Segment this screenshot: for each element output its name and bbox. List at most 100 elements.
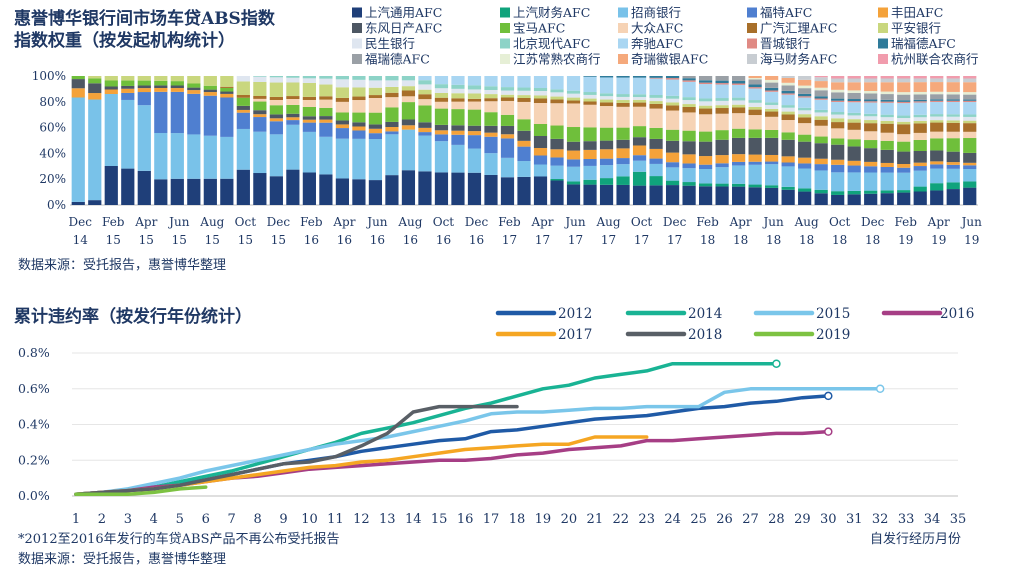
- bar-segment: [550, 92, 564, 97]
- legend-label: 晋城银行: [760, 36, 810, 51]
- bar-segment: [765, 161, 779, 165]
- bar-segment: [286, 96, 300, 99]
- bar-segment: [831, 144, 845, 160]
- bar-segment: [946, 138, 960, 152]
- x-tick-label-month: Jun: [960, 215, 983, 229]
- bar-segment: [566, 93, 581, 98]
- x-tick-label: 17: [483, 512, 500, 527]
- bar-segment: [831, 164, 845, 173]
- bar-segment: [368, 128, 383, 134]
- chart1-title: 惠誉博华银行间市场车贷ABS指数 指数权重（按发起机构统计）: [14, 9, 275, 51]
- bar-segment: [517, 140, 531, 147]
- bar-segment: [864, 123, 878, 132]
- bar-segment: [451, 144, 465, 173]
- bar-segment: [121, 80, 135, 86]
- bar-segment: [880, 120, 894, 124]
- bar-segment: [814, 81, 828, 88]
- bar-segment: [864, 90, 878, 94]
- bar-segment: [814, 116, 828, 120]
- bar-segment: [930, 82, 944, 92]
- bar-segment: [798, 85, 812, 89]
- bar-segment: [847, 146, 861, 161]
- legend-label: 上汽通用AFC: [365, 5, 442, 20]
- bar-segment: [880, 132, 894, 141]
- bar-segment: [649, 163, 663, 177]
- bar-segment: [352, 122, 366, 127]
- bar-segment: [220, 178, 234, 205]
- bar-segment: [467, 98, 482, 102]
- bar-segment: [963, 100, 977, 103]
- bar-segment: [715, 105, 729, 109]
- bar-segment: [798, 107, 812, 111]
- legend-swatch: [618, 38, 628, 49]
- bar-segment: [831, 101, 845, 113]
- bar-segment: [566, 103, 581, 128]
- bar-segment: [566, 184, 581, 205]
- bar-segment: [302, 99, 316, 107]
- bar-segment: [682, 106, 696, 113]
- bar-segment: [253, 76, 267, 77]
- bar-segment: [187, 178, 201, 205]
- bar-segment: [864, 140, 878, 149]
- x-tick-label-year: 17: [502, 233, 517, 247]
- bar-segment: [814, 158, 828, 165]
- legend-swatch: [878, 7, 888, 18]
- bar-segment: [814, 77, 828, 82]
- bar-segment: [781, 90, 795, 94]
- bar-segment: [814, 143, 828, 159]
- legend-label: 杭州联合农商行: [891, 52, 979, 67]
- bar-segment: [137, 85, 151, 89]
- bar-segment: [847, 82, 861, 91]
- bar-segment: [418, 171, 432, 205]
- bar-segment: [781, 82, 795, 86]
- bar-segment: [781, 85, 795, 91]
- bar-segment: [781, 94, 795, 106]
- legend-swatch: [618, 7, 628, 18]
- bar-segment: [401, 86, 416, 91]
- bar-segment: [831, 122, 845, 129]
- x-tick-label: 1: [72, 512, 80, 527]
- bar-segment: [880, 190, 894, 194]
- bar-segment: [946, 151, 960, 163]
- bar-segment: [814, 125, 828, 137]
- bar-segment: [864, 116, 878, 121]
- bar-segment: [698, 101, 713, 106]
- bar-segment: [484, 125, 498, 133]
- x-tick-label: 34: [924, 512, 941, 527]
- bar-segment: [484, 76, 498, 87]
- bar-segment: [814, 119, 828, 126]
- bar-segment: [913, 166, 927, 171]
- bar-segment: [550, 138, 564, 150]
- bar-segment: [715, 186, 729, 205]
- bar-segment: [715, 80, 729, 84]
- bar-segment: [831, 128, 845, 139]
- bar-segment: [682, 130, 696, 142]
- bar-segment: [170, 133, 184, 179]
- bar-segment: [748, 187, 762, 205]
- legend-label: 平安银行: [891, 21, 941, 36]
- bar-segment: [814, 193, 828, 205]
- bar-segment: [649, 95, 663, 98]
- bar-segment: [913, 186, 927, 192]
- bar-segment: [253, 98, 267, 102]
- bar-segment: [913, 120, 927, 124]
- bar-segment: [632, 76, 647, 78]
- bar-segment: [286, 104, 300, 114]
- bar-segment: [253, 95, 267, 99]
- bar-segment: [781, 114, 795, 121]
- bar-segment: [517, 76, 531, 88]
- bar-segment: [220, 86, 234, 88]
- legend-swatch: [352, 23, 362, 33]
- bar-segment: [71, 79, 85, 89]
- bar-segment: [632, 97, 647, 100]
- series-line: [74, 387, 882, 496]
- bar-segment: [649, 148, 663, 159]
- bar-segment: [930, 138, 944, 151]
- x-tick-label: 7: [228, 512, 236, 527]
- bar-segment: [781, 166, 795, 187]
- bar-segment: [137, 170, 151, 205]
- bar-segment: [599, 93, 614, 97]
- bar-segment: [566, 76, 581, 91]
- bar-segment: [831, 159, 845, 165]
- legend-swatch: [747, 54, 757, 64]
